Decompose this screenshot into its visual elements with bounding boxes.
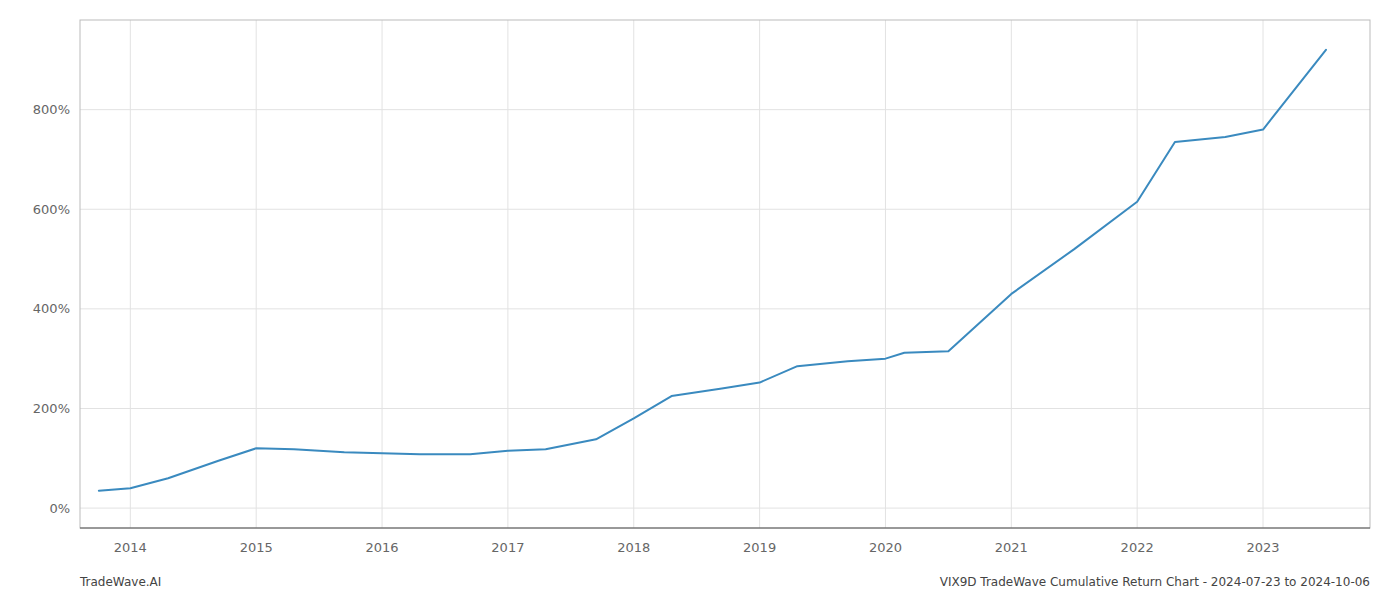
y-grid-line	[80, 109, 1370, 110]
line	[99, 50, 1326, 491]
y-tick-label: 0%	[49, 501, 70, 516]
x-tick-label: 2020	[869, 540, 902, 555]
y-tick-label: 400%	[33, 301, 70, 316]
y-grid-line	[80, 209, 1370, 210]
x-tick-label: 2018	[617, 540, 650, 555]
x-axis-line	[80, 528, 1370, 529]
x-grid-line	[382, 20, 383, 528]
y-tick-label: 800%	[33, 102, 70, 117]
x-tick-label: 2014	[114, 540, 147, 555]
x-tick-label: 2023	[1246, 540, 1279, 555]
y-grid-line	[80, 308, 1370, 309]
x-grid-line	[130, 20, 131, 528]
x-grid-line	[885, 20, 886, 528]
x-grid-line	[1263, 20, 1264, 528]
x-grid-line	[256, 20, 257, 528]
x-grid-line	[1137, 20, 1138, 528]
y-tick-label: 200%	[33, 401, 70, 416]
y-grid-line	[80, 508, 1370, 509]
x-tick-label: 2022	[1121, 540, 1154, 555]
chart: 2014 2015 2016 2017 2018 2019 2020 2021 2022 2023…	[0, 0, 1400, 600]
x-grid-line	[633, 20, 634, 528]
footer-right: VIX9D TradeWave Cumulative Return Chart …	[940, 575, 1370, 589]
y-grid-line	[80, 408, 1370, 409]
x-tick-label: 2015	[240, 540, 273, 555]
x-tick-label: 2016	[366, 540, 399, 555]
x-tick-label: 2017	[491, 540, 524, 555]
x-grid-line	[1011, 20, 1012, 528]
x-tick-label: 2019	[743, 540, 776, 555]
x-tick-label: 2021	[995, 540, 1028, 555]
footer-left: TradeWave.AI	[79, 575, 161, 589]
x-grid-line	[759, 20, 760, 528]
data-area	[99, 50, 1326, 491]
y-tick-label: 600%	[33, 202, 70, 217]
grid	[80, 20, 1370, 528]
axes: 2014 2015 2016 2017 2018 2019 2020 2021 2022 2023…	[33, 20, 1370, 555]
plot-frame	[80, 20, 1370, 528]
